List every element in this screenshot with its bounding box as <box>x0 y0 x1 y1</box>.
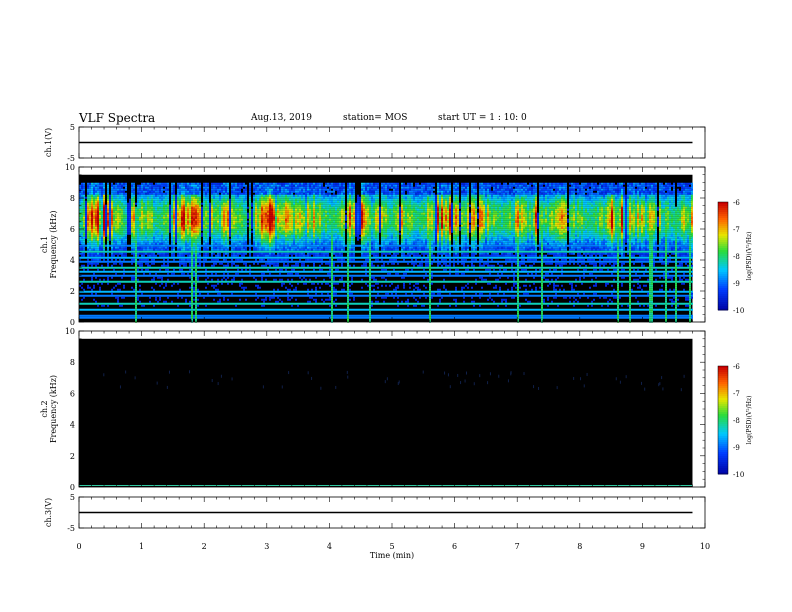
y-tick-label: 8 <box>70 358 75 367</box>
x-tick-label: 1 <box>139 542 144 551</box>
x-tick-label: 4 <box>327 542 332 551</box>
y-tick-label: 5 <box>70 493 75 502</box>
x-tick-label: 8 <box>577 542 582 551</box>
spectrogram-background <box>79 338 693 487</box>
colorbar-ch2 <box>718 366 728 475</box>
colorbar-tick-label: -7 <box>733 226 740 234</box>
x-tick-label: 0 <box>76 542 81 551</box>
x-tick-label: 3 <box>264 542 269 551</box>
x-tick-label: 10 <box>700 542 710 551</box>
y-axis-label: ch.2Frequency (kHz) <box>40 375 58 443</box>
y-axis-label: ch.1(V) <box>44 128 53 157</box>
x-tick-label: 6 <box>452 542 457 551</box>
spectrogram-ch1-cells <box>79 182 693 323</box>
y-axis-label: ch.1Frequency (kHz) <box>40 210 58 278</box>
station-label: station= MOS <box>343 113 408 123</box>
y-tick-label: 2 <box>70 287 75 296</box>
y-axis-label: ch.3(V) <box>44 498 53 527</box>
x-tick-label: 5 <box>389 542 394 551</box>
date-label: Aug.13, 2019 <box>251 113 312 123</box>
colorbar-ch1 <box>718 202 728 311</box>
x-tick-label: 2 <box>202 542 207 551</box>
colorbar-tick-label: -9 <box>733 280 740 288</box>
y-tick-label: 0 <box>70 483 75 492</box>
colorbar-tick-label: -6 <box>733 363 740 371</box>
colorbar-tick-label: -6 <box>733 199 740 207</box>
y-tick-label: -5 <box>67 524 75 533</box>
y-tick-label: 10 <box>65 163 75 172</box>
colorbar-frame <box>717 201 729 311</box>
colorbar-tick-label: -10 <box>733 307 744 315</box>
y-tick-label: 6 <box>70 389 75 398</box>
colorbar-label: log(PSD)(V²/Hz) <box>746 232 753 281</box>
x-tick-label: 7 <box>515 542 520 551</box>
y-tick-label: 4 <box>70 256 75 265</box>
y-tick-label: 10 <box>65 327 75 336</box>
figure-title: VLF Spectra <box>79 111 156 125</box>
y-tick-label: 4 <box>70 421 75 430</box>
y-tick-label: 6 <box>70 225 75 234</box>
colorbar-label: log(PSD)(V²/Hz) <box>746 396 753 445</box>
y-tick-label: -5 <box>67 154 75 163</box>
colorbar-tick-label: -9 <box>733 444 740 452</box>
y-tick-label: 2 <box>70 452 75 461</box>
start-time-label: start UT = 1 : 10: 0 <box>438 113 527 123</box>
colorbar-tick-label: -8 <box>733 417 740 425</box>
colorbar-tick-label: -8 <box>733 253 740 261</box>
y-tick-label: 0 <box>70 318 75 327</box>
spectrogram-ch2-cells <box>103 370 685 392</box>
x-tick-label: 9 <box>640 542 645 551</box>
colorbar-tick-label: -10 <box>733 471 744 479</box>
colorbar-frame <box>717 365 729 475</box>
colorbar-tick-label: -7 <box>733 390 740 398</box>
x-axis-label: Time (min) <box>370 551 414 560</box>
y-tick-label: 8 <box>70 194 75 203</box>
y-tick-label: 5 <box>70 123 75 132</box>
